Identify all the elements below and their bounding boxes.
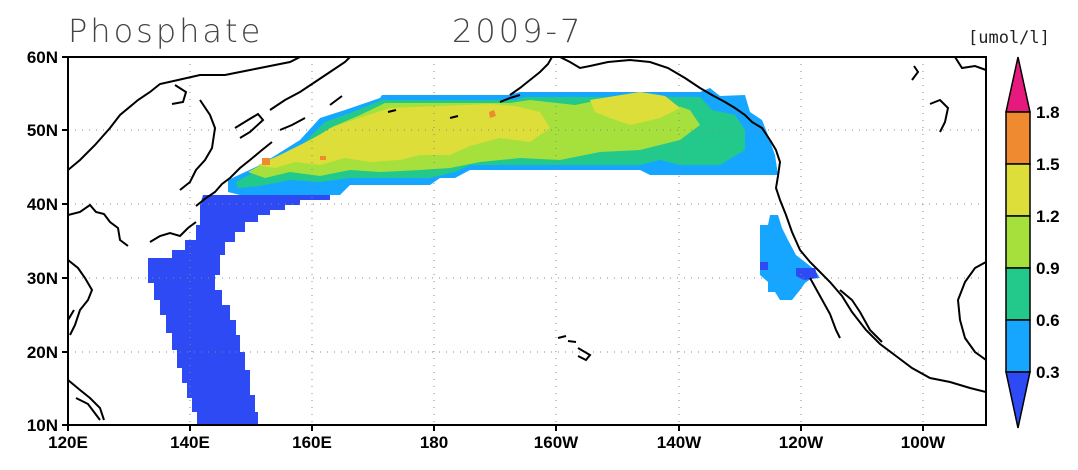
axis-ticks (62, 56, 924, 431)
colorbar-segment (1005, 215, 1031, 269)
colorbar-level-label: 0.3 (1036, 363, 1060, 382)
y-tick-label: 50N (27, 121, 58, 140)
colorbar-segment (1005, 111, 1031, 165)
y-tick-label: 40N (27, 195, 58, 214)
phosphate-field-west-band (148, 195, 330, 425)
map-title-date: 2009-7 (452, 12, 584, 50)
x-tick-label: 180 (420, 433, 448, 452)
y-tick-label: 30N (27, 269, 58, 288)
colorbar-labels: 1.8 1.5 1.2 0.9 0.6 0.3 (1036, 103, 1060, 382)
colorbar (1005, 56, 1031, 429)
colorbar-segment (1005, 163, 1031, 217)
phosphate-field-north-band (228, 88, 778, 195)
colorbar-level-label: 1.8 (1036, 103, 1060, 122)
map-title-variable: Phosphate (68, 12, 264, 50)
colorbar-level-label: 1.5 (1036, 155, 1060, 174)
y-axis-labels: 60N 50N 40N 30N 20N 10N (27, 48, 58, 435)
colorbar-segment (1005, 319, 1031, 373)
colorbar-level-label: 1.2 (1036, 207, 1060, 226)
x-tick-label: 100W (901, 433, 946, 452)
colorbar-segment (1005, 267, 1031, 321)
y-tick-label: 10N (27, 416, 58, 435)
colorbar-level-label: 0.6 (1036, 311, 1060, 330)
x-tick-label: 140W (657, 433, 702, 452)
colorbar-level-label: 0.9 (1036, 259, 1060, 278)
plot-frame (67, 56, 987, 426)
colorbar-segment (1005, 371, 1031, 429)
x-tick-label: 160W (534, 433, 579, 452)
y-tick-label: 20N (27, 343, 58, 362)
x-tick-label: 120W (779, 433, 824, 452)
phosphate-field-california-patch (760, 215, 820, 300)
coastlines (68, 57, 986, 421)
x-tick-label: 160E (292, 433, 332, 452)
x-axis-labels: 120E 140E 160E 180 160W 140W 120W 100W (48, 433, 946, 452)
x-tick-label: 140E (170, 433, 210, 452)
colorbar-segment (1005, 56, 1031, 113)
y-tick-label: 60N (27, 48, 58, 67)
colorbar-unit-label: [umol/l] (968, 28, 1050, 48)
x-tick-label: 120E (48, 433, 88, 452)
